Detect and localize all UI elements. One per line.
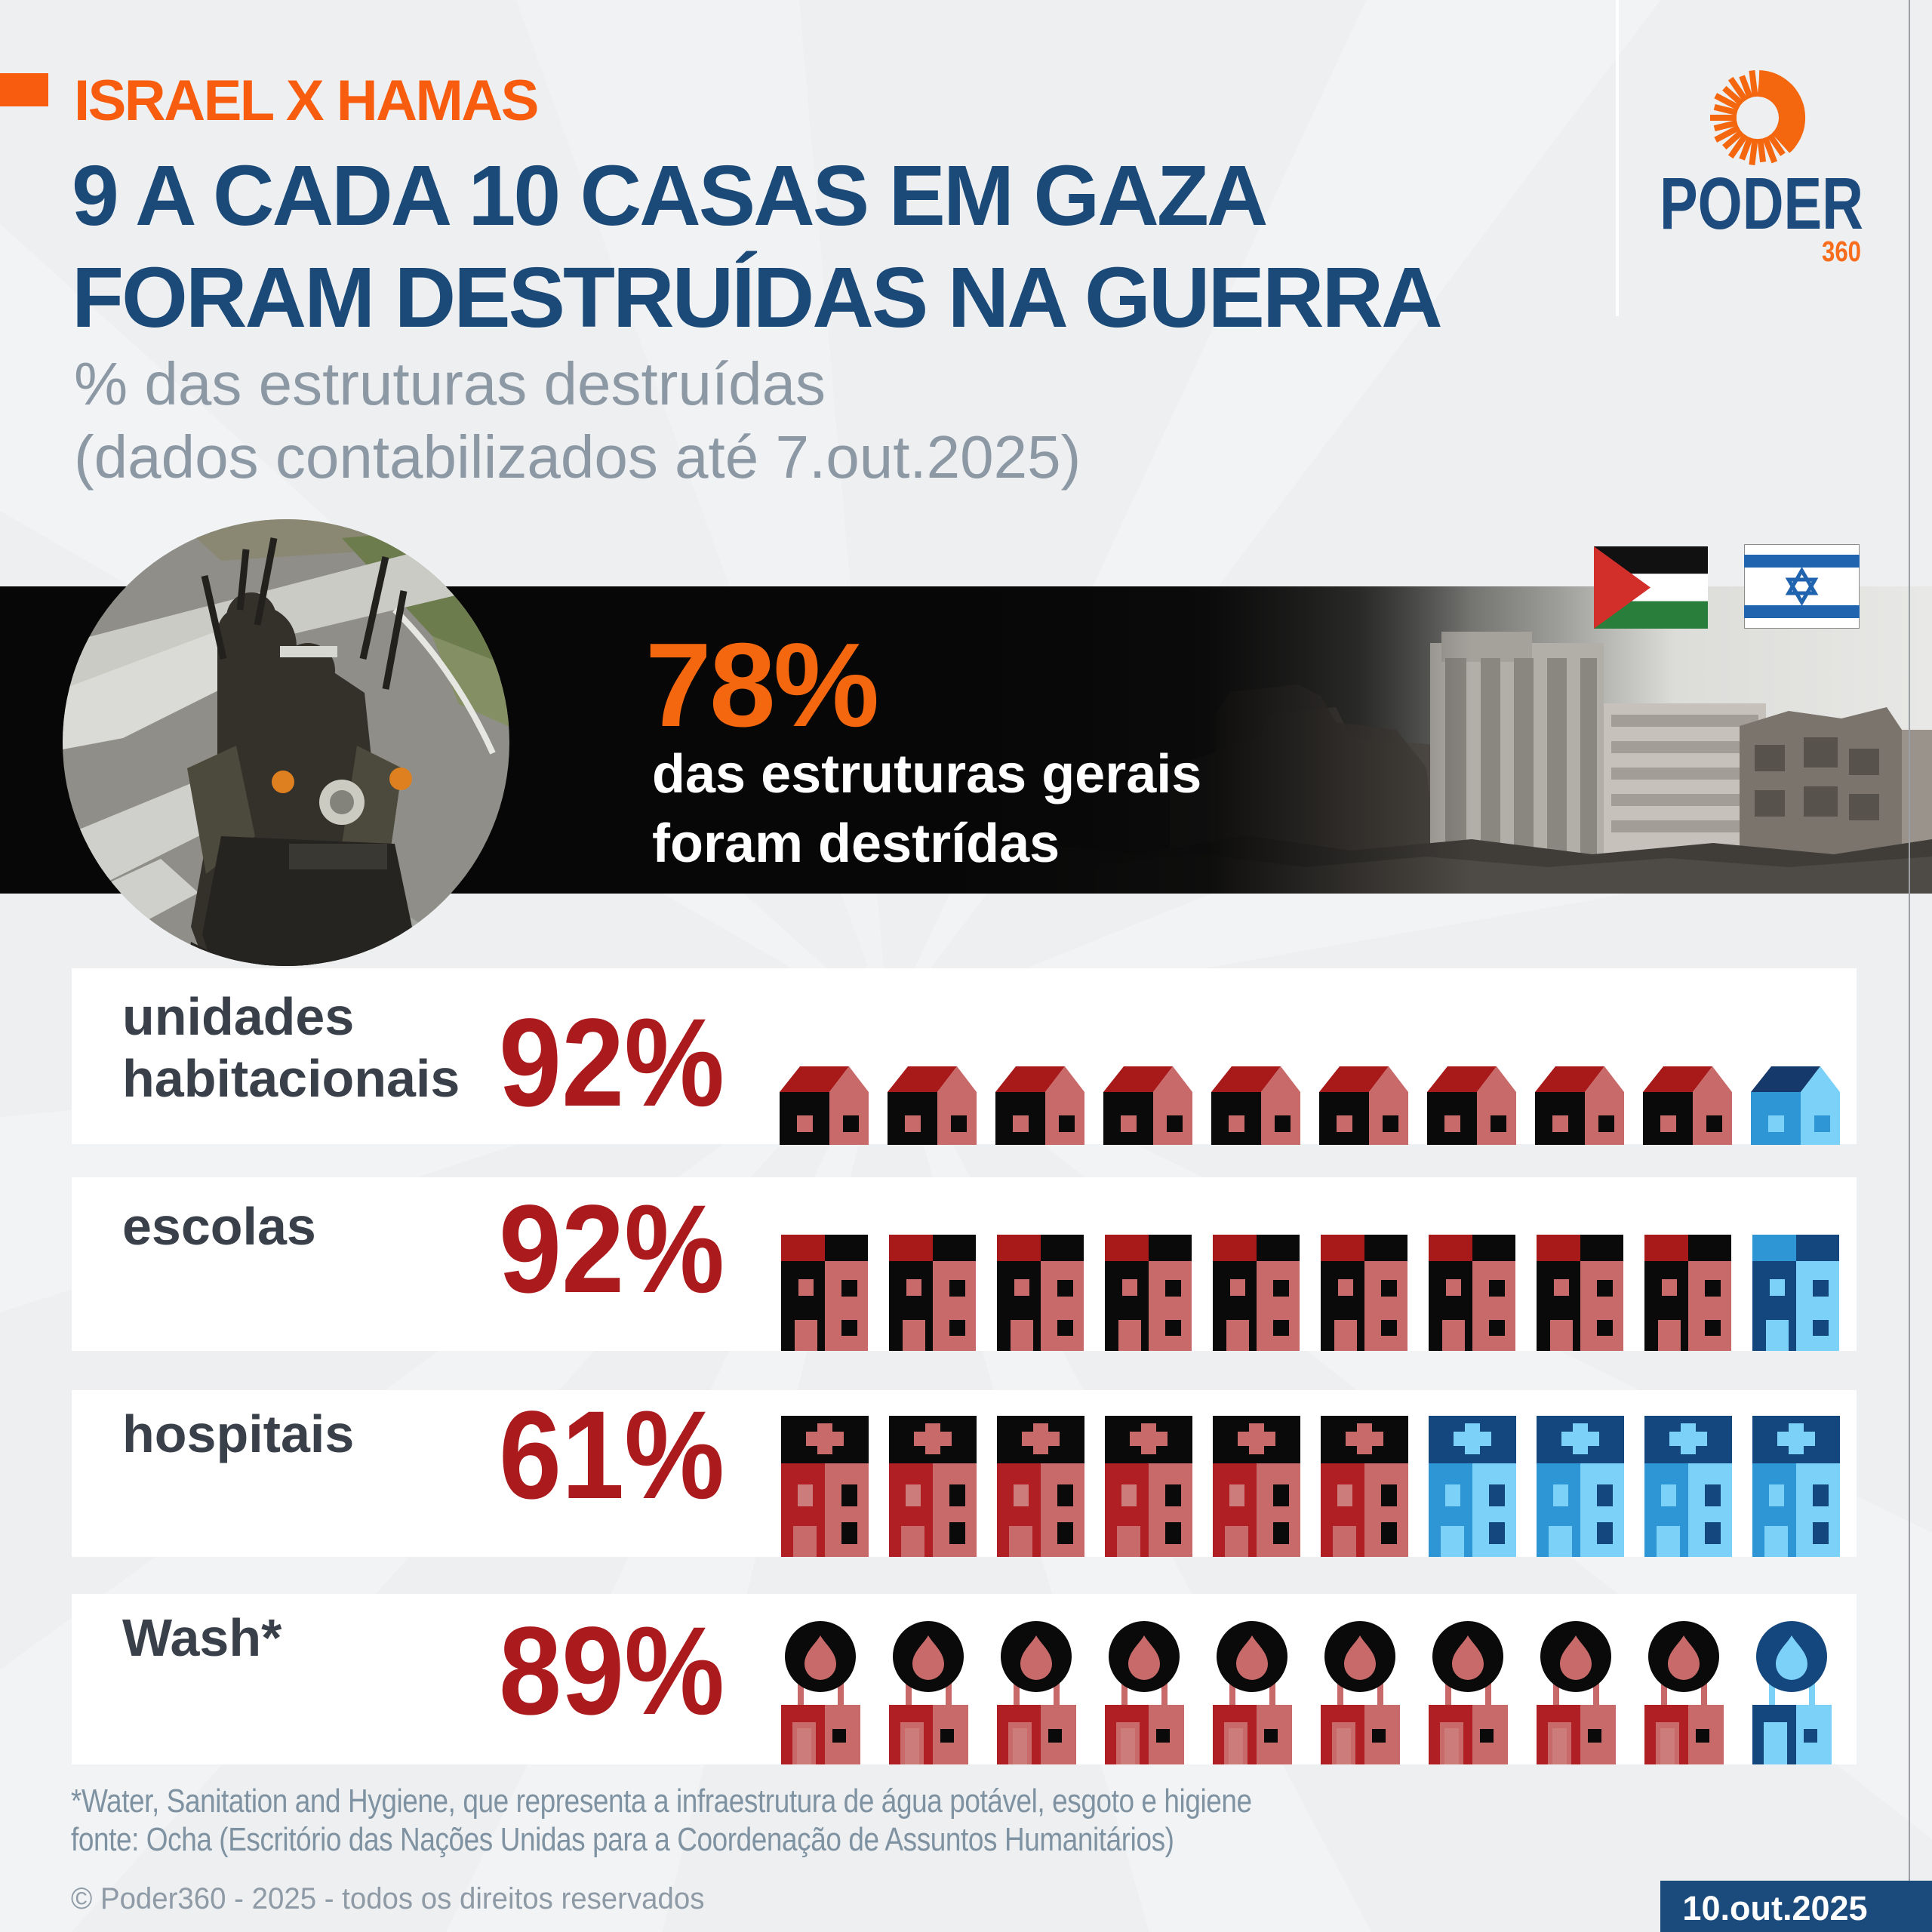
svg-text:360: 360 [1822, 236, 1861, 268]
svg-text:PODER: PODER [1660, 162, 1863, 245]
